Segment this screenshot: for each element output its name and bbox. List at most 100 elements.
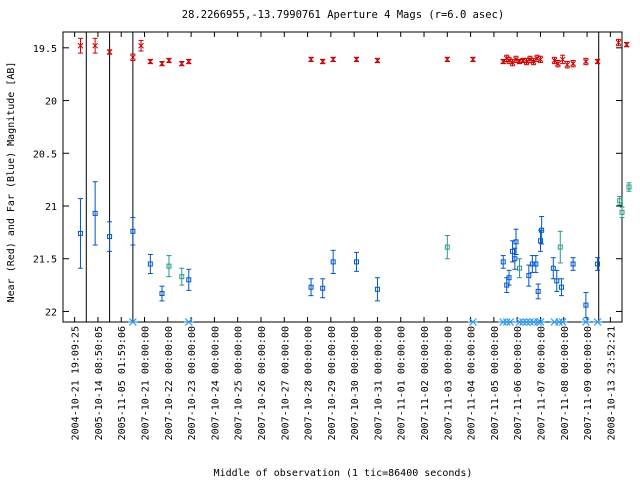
far-point: [353, 259, 359, 265]
x-tick-label: 2007-11-02 00:00:00: [420, 326, 431, 440]
far-point: [537, 238, 543, 244]
limit-marker: [183, 318, 194, 326]
far-point: [506, 275, 512, 281]
y-tick-label: 19.5: [33, 44, 57, 55]
near-point: [506, 57, 512, 64]
x-tick-label: 2007-10-21 00:00:00: [141, 326, 152, 440]
near-point: [319, 58, 326, 65]
limit-marker: [505, 318, 516, 326]
x-tick-label: 2007-10-28 00:00:00: [304, 326, 315, 440]
limit-marker: [592, 318, 603, 326]
near-point: [77, 42, 84, 49]
far-point: [186, 277, 192, 283]
far-point: [374, 286, 380, 292]
x-tick-label: 2008-10-13 23:52:21: [606, 326, 617, 440]
x-tick-label: 2007-10-31 00:00:00: [373, 326, 384, 440]
far-point: [500, 259, 506, 265]
near-point: [523, 58, 530, 65]
near-point: [623, 41, 630, 48]
x-tick-label: 2007-10-23 00:00:00: [187, 326, 198, 440]
far-point: [107, 234, 113, 240]
near-point: [308, 56, 314, 63]
limit-marker: [557, 318, 568, 326]
chart-title: 28.2266955,-13.7990761 Aperture 4 Mags (…: [182, 9, 504, 21]
y-axis-label: Near (Red) and Far (Blue) Magnitude [AB]: [6, 62, 17, 303]
x-tick-label: 2007-11-07 00:00:00: [536, 326, 547, 440]
x-tick-label: 2007-10-30 00:00:00: [350, 326, 361, 440]
plot-frame: [62, 31, 623, 323]
near-point: [92, 42, 98, 49]
limit-marker: [535, 318, 546, 326]
near-point: [537, 56, 544, 63]
far-point: [77, 230, 83, 236]
far-point: [570, 261, 576, 267]
near-point: [516, 58, 523, 65]
far-point: [130, 228, 136, 234]
x-tick-label: 2007-11-08 00:00:00: [560, 326, 571, 440]
near-point: [527, 56, 533, 63]
far-point: [583, 302, 589, 308]
far-point: [92, 210, 98, 216]
x-tick-label: 2007-10-24 00:00:00: [210, 326, 221, 440]
far-point: [529, 261, 535, 267]
x-tick-label: 2005-10-14 08:50:05: [94, 326, 105, 440]
y-tick-label: 21.5: [33, 255, 57, 266]
near-point: [555, 60, 561, 67]
near-point: [559, 56, 566, 63]
limit-marker: [467, 318, 478, 326]
x-tick-label: 2007-11-04 00:00:00: [467, 326, 478, 440]
x-axis-label: Middle of observation (1 tic=86400 secon…: [214, 468, 473, 479]
near-point: [594, 58, 601, 65]
far-point: [512, 256, 518, 262]
near-point: [615, 39, 622, 46]
x-tick-label: 2007-10-29 00:00:00: [327, 326, 338, 440]
far-point: [159, 291, 165, 297]
near-point: [470, 56, 476, 63]
near-point: [583, 58, 589, 65]
x-tick-label: 2007-11-05 00:00:00: [490, 326, 501, 440]
near-point: [159, 60, 165, 67]
far-point: [179, 274, 185, 280]
limit-marker: [127, 318, 138, 326]
near-point: [185, 58, 192, 65]
far-point: [554, 278, 560, 284]
near-point: [330, 56, 337, 63]
near-point: [178, 60, 185, 67]
near-point: [444, 56, 451, 63]
far-point: [320, 285, 326, 291]
x-tick-label: 2007-11-03 00:00:00: [443, 326, 454, 440]
near-point: [147, 58, 154, 65]
x-tick-label: 2007-10-27 00:00:00: [280, 326, 291, 440]
far-point: [533, 261, 539, 267]
far-point: [617, 198, 623, 204]
y-tick-label: 20: [45, 97, 57, 108]
far-point: [550, 265, 556, 271]
far-point: [595, 261, 601, 267]
near-point: [570, 60, 576, 67]
far-point: [619, 209, 625, 215]
x-tick-label: 2007-11-09 00:00:00: [583, 326, 594, 440]
near-point: [106, 49, 113, 55]
far-point: [539, 227, 545, 233]
near-point: [374, 57, 381, 64]
x-tick-label: 2007-10-26 00:00:00: [257, 326, 268, 440]
near-point: [353, 56, 360, 63]
x-tick-label: 2007-11-06 00:00:00: [513, 326, 524, 440]
near-point: [564, 61, 571, 68]
far-point: [166, 263, 172, 269]
near-point: [166, 57, 172, 64]
x-tick-label: 2007-11-01 00:00:00: [397, 326, 408, 440]
far-point: [526, 273, 532, 279]
far-point: [557, 244, 563, 250]
y-tick-label: 22: [45, 307, 57, 318]
near-point: [138, 42, 144, 49]
near-point: [130, 54, 136, 61]
far-point: [308, 284, 314, 290]
x-tick-label: 2005-11-05 01:59:06: [117, 326, 128, 440]
y-tick-label: 21: [45, 202, 57, 213]
far-point: [517, 265, 523, 271]
plot-area: 19.5 20 20.5 21 21.5 22 2004-10-21 19:09:25 200…: [33, 31, 632, 440]
far-point: [558, 284, 564, 290]
x-tick-label: 2007-10-22 00:00:00: [164, 326, 175, 440]
